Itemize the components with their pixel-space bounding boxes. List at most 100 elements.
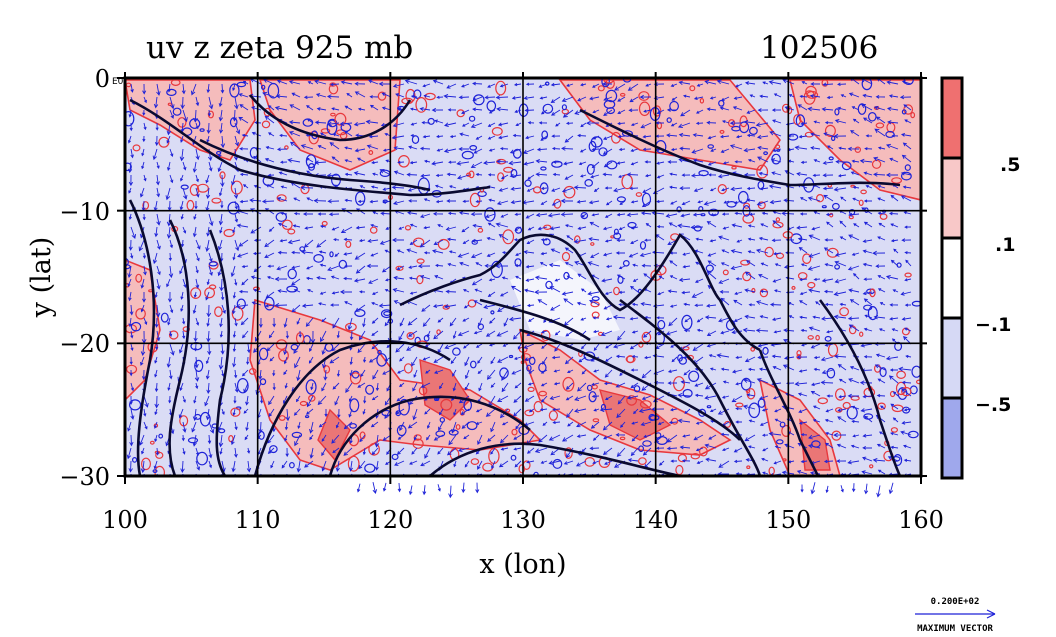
wind-vector [406,172,418,177]
wind-vector [392,122,405,128]
wind-vector [461,109,470,114]
wind-vector [756,300,769,306]
wind-vector [316,239,327,248]
wind-vector [456,174,470,180]
wind-vector [406,248,418,254]
vorticity-contour-blob [641,331,652,343]
wind-vector [169,239,174,249]
vorticity-contour-blob [499,367,509,379]
frame-tick-marks [117,72,927,484]
vorticity-contour-blob [826,247,839,258]
vorticity-contour-blob [627,221,637,229]
wind-vector [306,265,314,270]
wind-vector [267,173,275,177]
wind-vector [475,408,483,413]
wind-vector [220,291,225,301]
wind-vector [419,146,431,151]
wind-vector [166,161,171,172]
wind-vector [167,382,171,391]
vorticity-contour-blob [196,451,209,466]
wind-vector [357,382,366,388]
wind-vector [885,274,899,280]
wind-vector [769,302,782,307]
wind-vector [704,395,717,400]
wind-vector [642,187,652,193]
vorticity-contour-blob [484,207,496,222]
vorticity-contour-blob [313,253,324,263]
wind-vector [315,93,327,98]
wind-vector [192,161,197,173]
wind-vector [410,133,418,138]
vorticity-contour-blob [416,258,425,264]
vorticity-contour-blob [901,109,907,115]
wind-vector [206,83,211,94]
wind-vector [773,252,782,256]
wind-vector [602,82,613,86]
wind-vector [539,408,548,412]
wind-vector [371,317,379,324]
vorticity-contour-blob [901,386,912,397]
vorticity-contour-blob [533,400,543,413]
wind-vector [812,405,821,410]
wind-vector [195,382,199,390]
vorticity-contour-blob [772,221,784,229]
wind-vector [618,147,626,152]
wind-vector [540,135,548,141]
wind-vector [180,304,184,312]
wind-vector [815,301,821,306]
wind-vector [206,135,210,143]
wind-vector [464,356,470,367]
wind-vector [645,223,652,228]
vorticity-contour-blob [894,341,903,351]
wind-vector [205,187,211,200]
wind-vector [368,278,379,284]
wind-vector [885,356,899,361]
wind-vector [335,460,340,472]
wind-vector [353,171,366,176]
wind-vector [690,225,704,230]
wind-vector [449,134,457,139]
wind-vector [588,237,600,242]
vorticity-contour-blob [427,117,435,125]
wind-vector [232,109,237,122]
vorticity-contour-blob [756,164,769,179]
wind-vector [679,445,691,450]
wind-vector [540,186,548,191]
wind-vector [847,393,860,399]
vorticity-contour-blob [621,130,633,137]
wind-vector [580,83,587,87]
wind-vector [218,109,224,122]
wind-vector [525,278,535,282]
x-tick-160: 160 [898,506,944,534]
vorticity-contour-blob [619,92,626,97]
wind-vector [721,395,730,399]
wind-vector [392,287,405,293]
wind-vector [241,264,249,269]
vorticity-contour-blob [135,273,143,283]
wind-vector [670,408,678,412]
wind-vector [735,83,743,88]
wind-vector [317,212,326,216]
wind-vector [461,83,470,88]
wind-vector [837,408,847,412]
wind-vector [640,421,652,427]
wind-vector [833,133,847,139]
wind-vector [232,291,236,299]
wind-vector [452,330,457,339]
wind-vector [773,289,782,293]
wind-vector [408,265,418,269]
wind-vector [683,302,691,306]
wind-vector [618,303,626,307]
wind-vector [602,252,613,257]
wind-vector [540,382,548,387]
vorticity-contour-blob [152,469,158,474]
wind-vector [218,187,223,197]
wind-vector [878,222,886,228]
wind-vector [375,382,380,392]
vorticity-contour-blob [403,363,413,374]
wind-vector [580,317,587,321]
wind-vector [446,172,457,177]
wind-vector [477,369,483,375]
x-tick-150: 150 [765,506,811,534]
wind-vector [905,259,912,267]
